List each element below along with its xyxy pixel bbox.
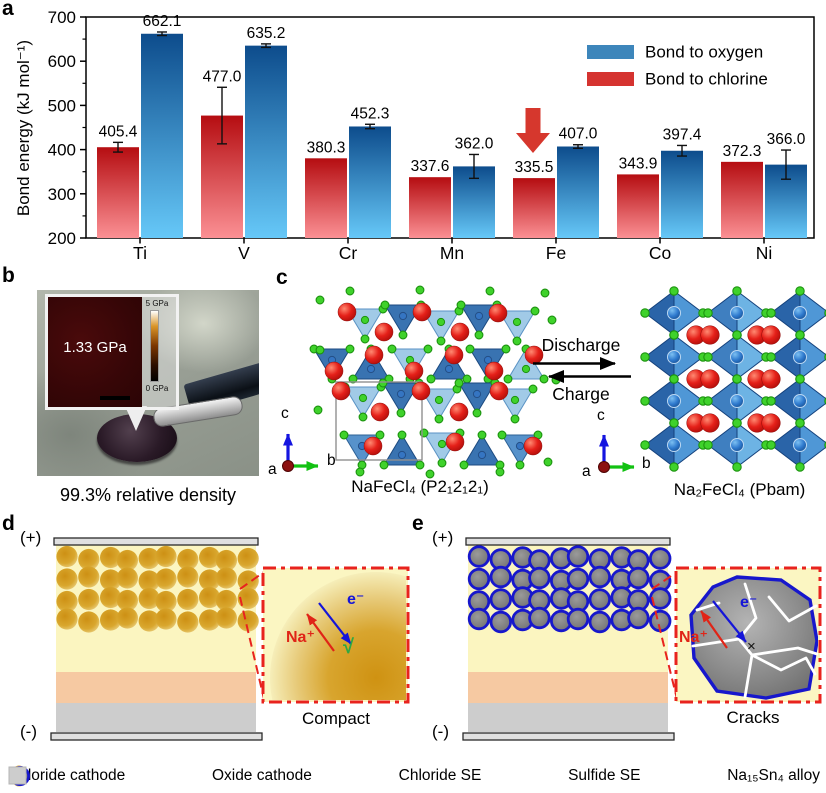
unit-cell: [335, 381, 423, 461]
bar-chlorine-Ti: [97, 147, 139, 238]
inset-box-d: [261, 566, 410, 704]
electron-label-e: e⁻: [740, 594, 758, 611]
modulus-colorbar: [150, 310, 159, 382]
right-structure-name: Na₂FeCl₄ (Pbam): [673, 480, 806, 499]
bar-oxygen-Ti: [141, 33, 183, 238]
colorbar-min-label: 0 GPa: [145, 384, 169, 393]
legend-item-alloy: Na₁₅Sn₄ alloy: [8, 766, 820, 785]
colorbar-max-label: 5 GPa: [145, 299, 169, 308]
bar-chlorine-Cr: [305, 158, 347, 238]
svg-text:600: 600: [48, 52, 76, 71]
svg-text:V: V: [238, 243, 250, 263]
axis-a-label-left: a: [268, 461, 277, 478]
alloy-icon: [8, 766, 27, 785]
svg-text:405.4: 405.4: [99, 123, 138, 140]
modulus-value: 1.33 GPa: [63, 339, 127, 356]
panel-d-label: d: [2, 512, 15, 535]
electron-arrow-d: [318, 602, 352, 645]
na-ion-label-d: Na⁺: [286, 629, 315, 646]
legend-item-oxide-cathode: Oxide cathode: [9, 765, 312, 787]
svg-text:200: 200: [48, 229, 76, 248]
scale-bar: [100, 396, 130, 400]
svg-text:366.0: 366.0: [767, 131, 806, 148]
svg-text:Mn: Mn: [440, 243, 464, 263]
check-mark: √: [343, 636, 354, 658]
na-ion-arrow-d: [306, 613, 335, 652]
relative-density-caption: 99.3% relative density: [59, 485, 237, 505]
axis-c-label-left: c: [281, 405, 289, 422]
svg-text:335.5: 335.5: [515, 159, 554, 176]
cracks-caption: Cracks: [726, 708, 780, 727]
svg-text:343.9: 343.9: [619, 155, 658, 172]
svg-text:337.6: 337.6: [411, 158, 450, 175]
panel-c-label: c: [276, 266, 288, 289]
negative-terminal-d: (-): [20, 722, 37, 741]
svg-text:362.0: 362.0: [455, 135, 494, 152]
svg-text:300: 300: [48, 185, 76, 204]
bar-oxygen-Fe: [557, 146, 599, 238]
left-structure-name: NaFeCl₄ (P2₁2₁2₁): [351, 477, 489, 496]
modulus-map-inset: 1.33 GPa 5 GPa 0 GPa: [45, 294, 179, 410]
svg-text:Co: Co: [649, 243, 671, 263]
svg-text:Bond to oxygen: Bond to oxygen: [645, 43, 763, 62]
svg-text:407.0: 407.0: [559, 126, 598, 143]
inset-box-e: [674, 566, 822, 704]
legend-item-chloride-se: Chloride SE: [8, 766, 481, 785]
cell-schematics: [50, 537, 822, 741]
bar-chlorine-Fe: [513, 178, 555, 238]
afm-modulus-map: 1.33 GPa: [48, 297, 142, 407]
svg-text:372.3: 372.3: [723, 143, 762, 160]
svg-text:Bond to chlorine: Bond to chlorine: [645, 70, 768, 89]
electron-label-d: e⁻: [347, 591, 365, 608]
y-axis-title: Bond energy (kJ mol⁻¹): [14, 39, 33, 217]
charge-label: Charge: [552, 384, 610, 404]
positive-terminal-e: (+): [432, 528, 454, 547]
svg-text:500: 500: [48, 96, 76, 115]
axis-b-label-right: b: [642, 455, 651, 472]
na-ion-label-e: Na⁺: [679, 629, 708, 646]
axis-c-label-right: c: [597, 407, 605, 424]
crystal-structures: [282, 285, 826, 479]
panel-a-label: a: [2, 0, 14, 20]
bar-oxygen-Cr: [349, 126, 391, 238]
svg-text:400: 400: [48, 141, 76, 160]
svg-text:662.1: 662.1: [143, 13, 182, 30]
bond-energy-chart: 200 300 400 500 600 700 Ti V Cr Mn Fe Co Ni 405.4 662.…: [48, 8, 815, 263]
panel-b-label: b: [2, 264, 15, 287]
svg-text:397.4: 397.4: [663, 126, 702, 143]
fe-highlight-arrow: [516, 108, 550, 153]
svg-text:635.2: 635.2: [247, 25, 286, 42]
legend-swatch: [587, 45, 634, 59]
svg-text:700: 700: [48, 8, 76, 27]
cross-mark: ×: [747, 638, 756, 655]
svg-text:Fe: Fe: [546, 243, 566, 263]
negative-terminal-e: (-): [432, 722, 449, 741]
svg-text:477.0: 477.0: [203, 68, 242, 85]
svg-text:Ni: Ni: [756, 243, 773, 263]
axis-b-label-left: b: [327, 452, 336, 469]
svg-text:Cr: Cr: [339, 243, 358, 263]
legend-item-sulfide-se: Sulfide SE: [8, 766, 640, 785]
bar-oxygen-V: [245, 45, 287, 238]
figure-legend: Chloride cathode Oxide cathode Chloride …: [8, 762, 820, 790]
na-ion-arrow-e: [700, 610, 728, 649]
pellet-photo: 1.33 GPa 5 GPa 0 GPa: [37, 290, 259, 476]
electron-arrow-e: [712, 600, 747, 643]
positive-terminal-d: (+): [20, 528, 42, 547]
compact-caption: Compact: [301, 709, 371, 728]
svg-text:Ti: Ti: [133, 243, 147, 263]
panel-e-label: e: [412, 512, 424, 535]
bar-chlorine-Mn: [409, 177, 451, 238]
compact-particle: [270, 572, 406, 700]
bar-chlorine-Ni: [721, 161, 763, 238]
bar-oxygen-Co: [661, 150, 703, 238]
svg-text:452.3: 452.3: [351, 105, 390, 122]
axis-a-label-right: a: [582, 463, 591, 480]
discharge-label: Discharge: [541, 335, 621, 355]
svg-text:380.3: 380.3: [307, 139, 346, 156]
legend-swatch: [587, 72, 634, 86]
bar-chlorine-Co: [617, 174, 659, 238]
inset-pointer: [125, 406, 147, 431]
